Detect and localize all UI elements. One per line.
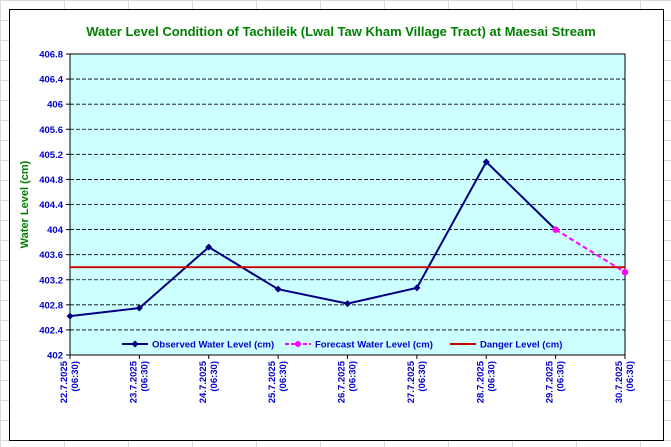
x-tick-time: (06:30)	[556, 361, 567, 392]
y-tick-label: 403.2	[39, 275, 63, 286]
y-tick-label: 406.8	[39, 50, 63, 61]
y-tick-label: 406.4	[39, 75, 63, 86]
legend-marker	[131, 340, 139, 348]
x-tick-time: (06:30)	[209, 361, 220, 392]
x-tick-time: (06:30)	[417, 361, 428, 392]
legend-entry-label: Danger Level (cm)	[480, 340, 562, 351]
y-tick-label: 402.4	[39, 325, 63, 336]
legend-entry-label: Observed Water Level (cm)	[152, 340, 274, 351]
x-tick-time: (06:30)	[625, 361, 636, 392]
data-point-observed	[135, 304, 143, 312]
water-level-chart: Water Level Condition of Tachileik (Lwal…	[19, 24, 636, 404]
x-tick-date: 25.7.2025	[267, 360, 278, 403]
legend-marker	[295, 341, 301, 347]
x-tick-label: 22.7.2025 (06:30)	[59, 360, 81, 403]
series-line-0	[69, 160, 557, 318]
x-tick-date: 26.7.2025	[337, 360, 348, 403]
data-point-observed	[274, 285, 282, 293]
x-tick-date: 27.7.2025	[406, 360, 417, 403]
y-tick-label: 402.8	[39, 300, 63, 311]
y-tick-label: 406	[47, 100, 63, 111]
y-tick-label: 403.6	[39, 250, 63, 261]
y-tick-label: 404.4	[39, 200, 63, 211]
x-tick-label: 27.7.2025 (06:30)	[406, 360, 428, 403]
data-point-observed	[413, 284, 421, 292]
x-tick-date: 28.7.2025	[475, 360, 486, 403]
x-tick-label: 29.7.2025 (06:30)	[545, 360, 567, 403]
chart-title: Water Level Condition of Tachileik (Lwal…	[86, 24, 596, 39]
x-tick-label: 23.7.2025 (06:30)	[128, 360, 150, 403]
series-line-1	[555, 228, 626, 274]
y-tick-label: 405.2	[39, 150, 63, 161]
x-tick-label: 28.7.2025 (06:30)	[475, 360, 497, 403]
x-tick-time: (06:30)	[278, 361, 289, 392]
chart-object[interactable]: Water Level Condition of Tachileik (Lwal…	[9, 9, 664, 441]
y-tick-label: 404.8	[39, 175, 63, 186]
x-tick-time: (06:30)	[70, 361, 81, 392]
x-tick-time: (06:30)	[139, 361, 150, 392]
x-tick-date: 24.7.2025	[198, 360, 209, 403]
x-tick-label: 25.7.2025 (06:30)	[267, 360, 289, 403]
y-tick-label: 405.6	[39, 125, 63, 136]
y-tick-label: 404	[47, 225, 64, 236]
x-tick-label: 26.7.2025 (06:30)	[337, 360, 359, 403]
legend: Observed Water Level (cm) Forecast Water …	[122, 340, 562, 351]
x-tick-label: 30.7.2025 (06:30)	[614, 360, 636, 403]
x-tick-date: 29.7.2025	[545, 360, 556, 403]
data-point-forecast	[552, 226, 559, 233]
data-point-observed	[482, 158, 490, 166]
y-axis-label: Water Level (cm)	[19, 160, 31, 248]
data-point-observed	[344, 300, 351, 308]
plot-area: 402 402.4 402.8 403.2 403.6 404 404.4 404.8 405.…	[39, 50, 636, 404]
x-tick-label: 24.7.2025 (06:30)	[198, 360, 220, 403]
y-tick-label: 402	[47, 351, 63, 362]
legend-entry-label: Forecast Water Level (cm)	[315, 340, 433, 351]
data-point-observed	[66, 312, 74, 320]
data-point-observed	[205, 243, 213, 251]
x-tick-date: 22.7.2025	[59, 360, 70, 403]
x-tick-time: (06:30)	[486, 361, 497, 392]
x-tick-time: (06:30)	[348, 361, 359, 392]
x-tick-date: 30.7.2025	[614, 360, 625, 403]
x-tick-date: 23.7.2025	[128, 360, 139, 403]
data-point-forecast	[621, 269, 629, 276]
